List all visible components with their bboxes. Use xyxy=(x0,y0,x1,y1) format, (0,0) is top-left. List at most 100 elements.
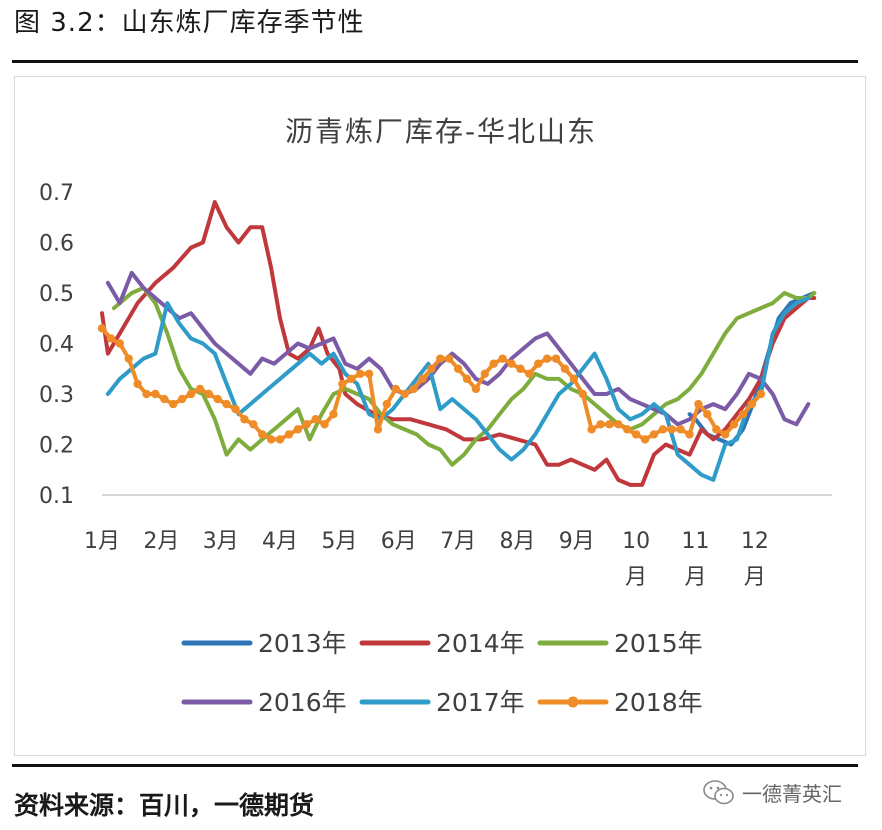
series-marker-5 xyxy=(534,359,543,368)
x-tick-label: 3月 xyxy=(203,529,239,554)
series-marker-5 xyxy=(204,389,214,399)
series-marker-5 xyxy=(249,420,258,429)
series-marker-5 xyxy=(703,410,712,419)
series-marker-5 xyxy=(516,364,525,373)
x-tick-label: 10 xyxy=(622,529,650,554)
series-marker-5 xyxy=(542,354,552,363)
series-marker-5 xyxy=(302,420,311,429)
series-marker-5 xyxy=(186,389,196,399)
series-marker-5 xyxy=(364,369,374,378)
x-tick-label: 11 xyxy=(681,529,709,554)
series-marker-5 xyxy=(169,399,178,409)
series-marker-5 xyxy=(631,430,641,439)
series-marker-5 xyxy=(453,364,463,373)
series-marker-5 xyxy=(355,369,365,378)
series-marker-5 xyxy=(462,374,472,384)
series-marker-5 xyxy=(596,420,605,429)
series-marker-5 xyxy=(293,425,303,434)
legend-label: 2016年 xyxy=(258,688,347,717)
chart-legend: 2013年 2014年 2015年 2016年 2017年 2018年 xyxy=(181,629,703,717)
series-marker-5 xyxy=(569,374,579,384)
series-marker-5 xyxy=(685,430,694,439)
series-marker-5 xyxy=(142,389,151,399)
footer-divider xyxy=(12,764,858,767)
series-marker-5 xyxy=(400,389,409,399)
series-layer xyxy=(97,200,817,487)
x-tick-label: 9月 xyxy=(559,529,595,554)
x-tick-label: 12 xyxy=(741,529,769,554)
chart-axes: 0.1 0.2 0.3 0.4 0.5 0.6 0.7 1月 2月 3月 4月 5月 6月 7月 8月 9月 1… xyxy=(39,181,832,590)
series-marker-5 xyxy=(747,399,757,409)
series-marker-5 xyxy=(231,404,240,414)
series-marker-5 xyxy=(427,364,436,373)
wechat-watermark: 一德菁英汇 xyxy=(702,778,842,807)
x-tick-label-line2: 月 xyxy=(744,565,766,590)
header-divider xyxy=(12,60,858,63)
series-marker-5 xyxy=(614,420,623,429)
legend-label: 2017年 xyxy=(436,688,525,717)
brand-name: 一德菁英汇 xyxy=(742,782,842,806)
series-marker-5 xyxy=(97,324,107,333)
x-tick-label-line2: 月 xyxy=(684,565,706,590)
x-tick-label: 5月 xyxy=(321,529,357,554)
series-marker-5 xyxy=(498,354,507,363)
y-tick-label: 0.1 xyxy=(39,484,74,509)
series-marker-5 xyxy=(480,369,490,378)
series-marker-5 xyxy=(213,394,222,404)
series-marker-5 xyxy=(320,420,329,429)
legend-label: 2014年 xyxy=(436,629,525,658)
series-marker-5 xyxy=(507,359,516,368)
x-tick-label: 7月 xyxy=(440,529,476,554)
series-marker-5 xyxy=(444,354,454,363)
series-marker-5 xyxy=(347,374,356,384)
series-marker-5 xyxy=(382,399,392,409)
series-line-1 xyxy=(100,200,817,487)
series-marker-5 xyxy=(391,384,400,394)
series-marker-5 xyxy=(195,384,205,394)
series-marker-5 xyxy=(712,425,721,434)
series-marker-5 xyxy=(720,430,730,439)
series-marker-5 xyxy=(222,399,231,409)
y-tick-label: 0.7 xyxy=(39,181,74,206)
legend-label: 2018年 xyxy=(614,688,703,717)
chart-title: 沥青炼厂库存-华北山东 xyxy=(284,115,598,148)
series-line-2 xyxy=(111,285,817,467)
wechat-icon xyxy=(703,779,734,804)
x-tick-label: 6月 xyxy=(381,529,417,554)
series-marker-5 xyxy=(551,354,561,363)
series-marker-5 xyxy=(258,430,267,439)
series-marker-5 xyxy=(177,394,187,404)
series-marker-5 xyxy=(133,379,142,389)
series-marker-5 xyxy=(124,354,133,363)
series-marker-5 xyxy=(729,420,739,429)
series-marker-5 xyxy=(311,415,320,424)
y-tick-label: 0.5 xyxy=(39,282,74,307)
series-marker-5 xyxy=(106,334,116,343)
series-marker-5 xyxy=(275,435,285,444)
series-marker-5 xyxy=(738,410,748,419)
series-marker-5 xyxy=(640,435,650,444)
series-marker-5 xyxy=(240,415,249,424)
y-tick-label: 0.3 xyxy=(39,383,74,408)
series-marker-5 xyxy=(338,379,347,389)
x-tick-label-line2: 月 xyxy=(625,565,647,590)
series-marker-5 xyxy=(489,359,498,368)
series-marker-5 xyxy=(409,384,418,394)
x-tick-label: 8月 xyxy=(499,529,535,554)
series-marker-5 xyxy=(418,374,427,384)
series-marker-5 xyxy=(694,399,703,409)
series-line-5 xyxy=(100,326,763,442)
series-marker-5 xyxy=(284,430,294,439)
series-marker-5 xyxy=(373,425,383,434)
series-line-3 xyxy=(105,270,811,427)
series-marker-5 xyxy=(623,425,632,434)
series-marker-5 xyxy=(160,394,169,404)
x-tick-label: 4月 xyxy=(262,529,298,554)
series-marker-5 xyxy=(115,339,125,348)
series-line-4 xyxy=(105,296,811,482)
y-tick-label: 0.4 xyxy=(39,333,74,358)
series-marker-5 xyxy=(525,369,534,378)
series-marker-5 xyxy=(436,354,445,363)
y-tick-label: 0.6 xyxy=(39,232,74,257)
